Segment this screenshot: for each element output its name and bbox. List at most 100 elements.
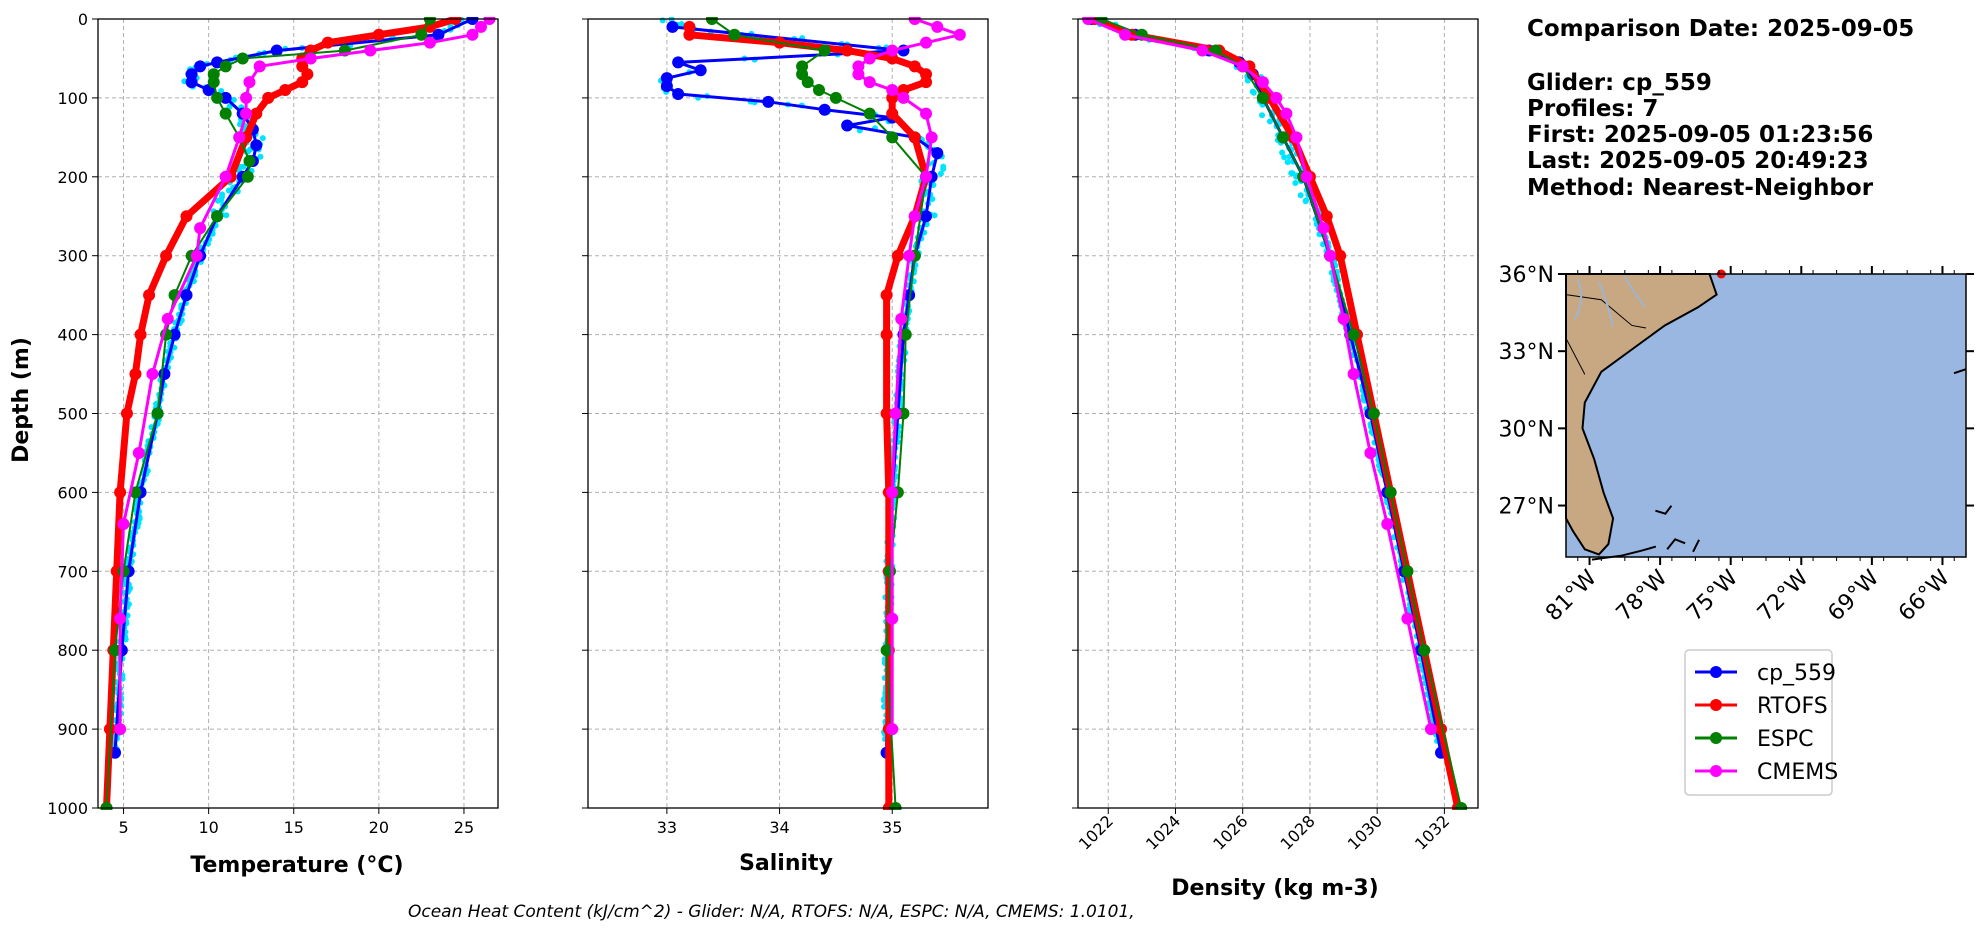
series-point-rtofs: [1320, 210, 1333, 223]
x-tick-label: 25: [454, 818, 474, 837]
glider-raw-point: [219, 191, 226, 198]
location-map: 36°N 33°N 30°N 27°N 81°W 78°W 75°W 72°W 69°W 66°W: [1499, 263, 1974, 626]
series-point-cmems: [161, 312, 174, 325]
y-tick-label: 1000: [47, 799, 88, 818]
series-point-rtofs: [1334, 249, 1347, 262]
series-point-cp_559: [168, 328, 181, 341]
series-point-rtofs: [880, 289, 893, 302]
series-point-cmems: [423, 36, 436, 49]
series-point-cp_559: [660, 80, 673, 93]
salinity-axis-label: Salinity: [739, 851, 833, 876]
series-point-cmems: [1381, 517, 1394, 530]
series-point-cmems: [920, 36, 933, 49]
series-point-cmems: [364, 44, 377, 57]
series-point-espc: [219, 107, 232, 120]
glider-raw-point: [937, 170, 944, 177]
series-point-espc: [1401, 565, 1414, 578]
series-point-cmems: [194, 222, 207, 235]
legend-label-cp_559: cp_559: [1757, 661, 1836, 686]
series-point-cmems: [903, 249, 916, 262]
series-point-cmems: [920, 170, 933, 183]
plot-area: [1082, 17, 1468, 810]
series-point-espc: [1367, 407, 1380, 420]
series-point-rtofs: [296, 76, 309, 89]
series-point-cmems: [1290, 131, 1303, 144]
x-tick-label: 15: [284, 818, 304, 837]
series-point-cp_559: [920, 210, 933, 223]
series-point-cp_559: [672, 56, 685, 69]
series-point-cmems: [889, 407, 902, 420]
glider-raw-point: [257, 153, 264, 160]
series-point-cmems: [253, 60, 266, 73]
glider-name-text: Glider: cp_559: [1527, 70, 1712, 96]
y-tick-label: 600: [57, 483, 88, 502]
series-point-rtofs: [880, 407, 893, 420]
series-point-rtofs: [683, 28, 696, 41]
series-point-cmems: [886, 723, 899, 736]
legend-label-rtofs: RTOFS: [1757, 694, 1828, 719]
lon-label: 78°W: [1612, 565, 1673, 626]
series-point-rtofs: [920, 76, 933, 89]
x-tick-label: 1030: [1344, 811, 1386, 853]
series-point-cmems: [1256, 76, 1269, 89]
legend-label-cmems: CMEMS: [1757, 760, 1838, 785]
series-point-cmems: [863, 76, 876, 89]
series-point-cmems: [190, 249, 203, 262]
series-point-rtofs: [891, 249, 904, 262]
series-point-cp_559: [762, 95, 775, 108]
series-point-rtofs: [143, 289, 156, 302]
series-point-cmems: [1280, 107, 1293, 120]
series-point-cp_559: [158, 368, 171, 381]
series-point-espc: [211, 210, 224, 223]
x-tick-label: 1026: [1209, 811, 1251, 853]
glider-raw-point: [1297, 192, 1304, 199]
glider-raw-point: [1281, 154, 1288, 161]
glider-raw-point: [931, 212, 938, 219]
series-point-espc: [241, 170, 254, 183]
series-point-cmems: [132, 446, 145, 459]
series-point-cmems: [1270, 91, 1283, 104]
series-point-cp_559: [194, 60, 207, 73]
series-point-rtofs: [134, 328, 147, 341]
series-line-cmems: [118, 17, 491, 730]
series-point-cp_559: [841, 119, 854, 132]
first-time-text: First: 2025-09-05 01:23:56: [1527, 122, 1873, 148]
series-point-cp_559: [903, 289, 916, 302]
series-point-rtofs: [250, 107, 263, 120]
series-point-espc: [812, 84, 825, 97]
y-tick-label: 0: [78, 10, 88, 29]
series-point-cp_559: [185, 76, 198, 89]
lon-label: 69°W: [1823, 565, 1884, 626]
series-point-rtofs: [129, 368, 142, 381]
series-point-cmems: [1401, 612, 1414, 625]
glider-raw-point: [1303, 197, 1310, 204]
glider-raw-point: [1292, 179, 1299, 186]
series-point-espc: [207, 76, 220, 89]
x-tick-label: 1022: [1075, 811, 1117, 853]
legend-label-espc: ESPC: [1757, 727, 1814, 752]
series-point-cmems: [304, 52, 317, 65]
y-tick-label: 800: [57, 641, 88, 660]
series-point-cmems: [240, 91, 253, 104]
series-point-cmems: [1337, 312, 1350, 325]
series-point-cmems: [886, 44, 899, 57]
x-tick-label: 1028: [1277, 811, 1319, 853]
comparison-date-text: Comparison Date: 2025-09-05: [1527, 16, 1914, 42]
series-point-cmems: [886, 486, 899, 499]
x-tick-label: 1024: [1142, 811, 1184, 853]
glider-raw-point: [1249, 88, 1256, 95]
legend: cp_559 RTOFS ESPC CMEMS: [1684, 649, 1838, 796]
series-point-espc: [1347, 328, 1360, 341]
series-point-cp_559: [931, 147, 944, 160]
series-point-cmems: [114, 723, 127, 736]
series-point-rtofs: [279, 84, 292, 97]
series-point-cmems: [233, 131, 246, 144]
series-point-rtofs: [908, 131, 921, 144]
series-point-cp_559: [672, 87, 685, 100]
x-tick-label: 35: [882, 818, 902, 837]
series-point-espc: [219, 60, 232, 73]
glider-raw-point: [225, 187, 232, 194]
series-point-espc: [863, 107, 876, 120]
series-point-cmems: [852, 68, 865, 81]
